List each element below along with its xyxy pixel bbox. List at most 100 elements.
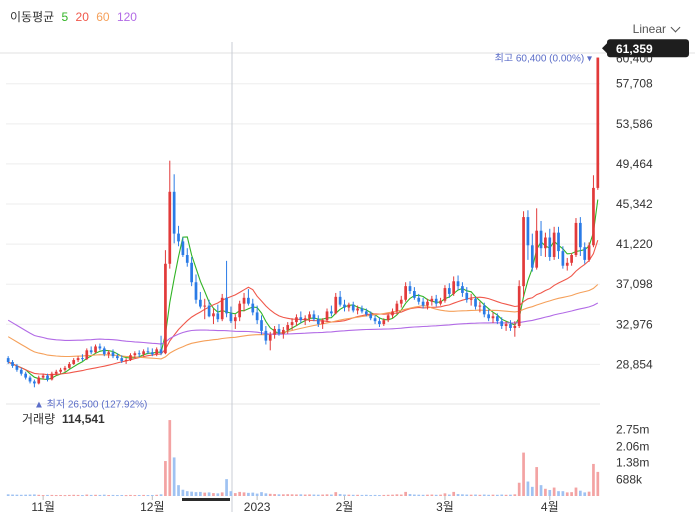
candle	[63, 365, 67, 372]
candle-body	[233, 317, 237, 322]
volume-bar	[172, 457, 176, 496]
candle-body	[544, 237, 547, 249]
candle-body	[408, 286, 412, 292]
volume-bar	[496, 494, 499, 496]
candle-body	[421, 301, 425, 306]
candle-body	[194, 282, 198, 300]
candle-body	[111, 352, 115, 357]
volume-bar	[561, 491, 565, 496]
volume-bar	[465, 494, 469, 496]
candle-body	[164, 263, 167, 354]
candle	[334, 292, 338, 315]
candle-body	[273, 328, 276, 335]
volume-bar	[54, 495, 58, 497]
candle-body	[517, 286, 521, 327]
candle	[268, 331, 272, 351]
volume-bar	[299, 494, 303, 496]
volume-bar	[303, 494, 307, 496]
candle	[185, 248, 189, 267]
legend-ma-20: 20	[75, 10, 89, 24]
candle	[159, 335, 163, 356]
candle-body	[592, 187, 595, 246]
candle-body	[150, 352, 154, 355]
candle-body	[137, 353, 141, 355]
volume-bar	[116, 495, 119, 497]
price-tick-label: 32,976	[616, 317, 653, 331]
moving-average-legend: 이동평균 5 20 60 120	[10, 8, 141, 25]
candle	[321, 318, 325, 329]
candle	[247, 289, 250, 306]
candle	[583, 242, 587, 264]
volume-bar	[89, 494, 93, 496]
candle	[443, 285, 447, 303]
volume-bar	[242, 492, 246, 496]
volume-bar	[229, 491, 233, 496]
volume-title: 거래량	[22, 412, 55, 426]
candle-body	[281, 329, 285, 334]
candle-body	[347, 304, 351, 308]
volume-bar	[207, 492, 211, 496]
candle	[129, 353, 132, 362]
volume-bar	[150, 494, 154, 496]
price-tick-label: 41,220	[616, 237, 653, 251]
candle-body	[50, 373, 54, 380]
candle-body	[491, 316, 495, 319]
candle-body	[124, 360, 128, 362]
candle	[150, 348, 154, 357]
candle-body	[295, 317, 298, 323]
volume-bar	[321, 494, 325, 496]
candle	[242, 292, 246, 312]
volume-bar	[50, 494, 54, 496]
candle	[303, 315, 307, 326]
candle	[544, 232, 547, 257]
candle	[116, 353, 119, 361]
ma-60-line	[7, 284, 599, 360]
volume-bar	[456, 494, 460, 496]
grid-lines	[0, 52, 695, 405]
candle-body	[530, 245, 534, 268]
candle-body	[46, 375, 49, 380]
volume-bar	[277, 494, 281, 496]
candle	[316, 315, 320, 327]
time-scroll-indicator	[182, 498, 230, 501]
volume-bar	[199, 491, 202, 496]
candle	[85, 348, 89, 361]
volume-bar	[443, 493, 447, 496]
candle-body	[116, 356, 119, 359]
candle	[465, 287, 469, 303]
candle-body	[159, 349, 163, 354]
candle	[72, 358, 76, 365]
volume-bar	[587, 491, 591, 496]
candle-body	[504, 324, 508, 327]
volume-value: 114,541	[62, 412, 105, 426]
candle	[190, 256, 193, 287]
candle	[391, 308, 394, 319]
scale-select[interactable]: Linear	[633, 22, 681, 36]
candle	[561, 246, 565, 269]
legend-title: 이동평균	[10, 10, 55, 24]
candle	[172, 174, 176, 244]
candle	[229, 306, 233, 324]
volume-bar	[33, 494, 36, 496]
candle-body	[264, 330, 268, 341]
candle-body	[33, 381, 36, 384]
candlesticks	[6, 57, 600, 388]
current-price-badge	[607, 39, 689, 58]
volume-bar	[347, 494, 351, 496]
candle	[526, 210, 530, 260]
volume-bar	[216, 493, 220, 496]
candle-body	[24, 373, 28, 378]
volume-bar	[120, 494, 124, 496]
candle	[430, 295, 434, 306]
volume-bar	[67, 494, 71, 496]
candle-body	[146, 351, 150, 353]
volume-bar	[46, 494, 49, 496]
candle	[238, 300, 242, 322]
candle	[146, 347, 150, 355]
candle-body	[120, 358, 124, 362]
candle-body	[561, 251, 565, 266]
candle	[124, 358, 128, 364]
candle	[168, 160, 172, 269]
